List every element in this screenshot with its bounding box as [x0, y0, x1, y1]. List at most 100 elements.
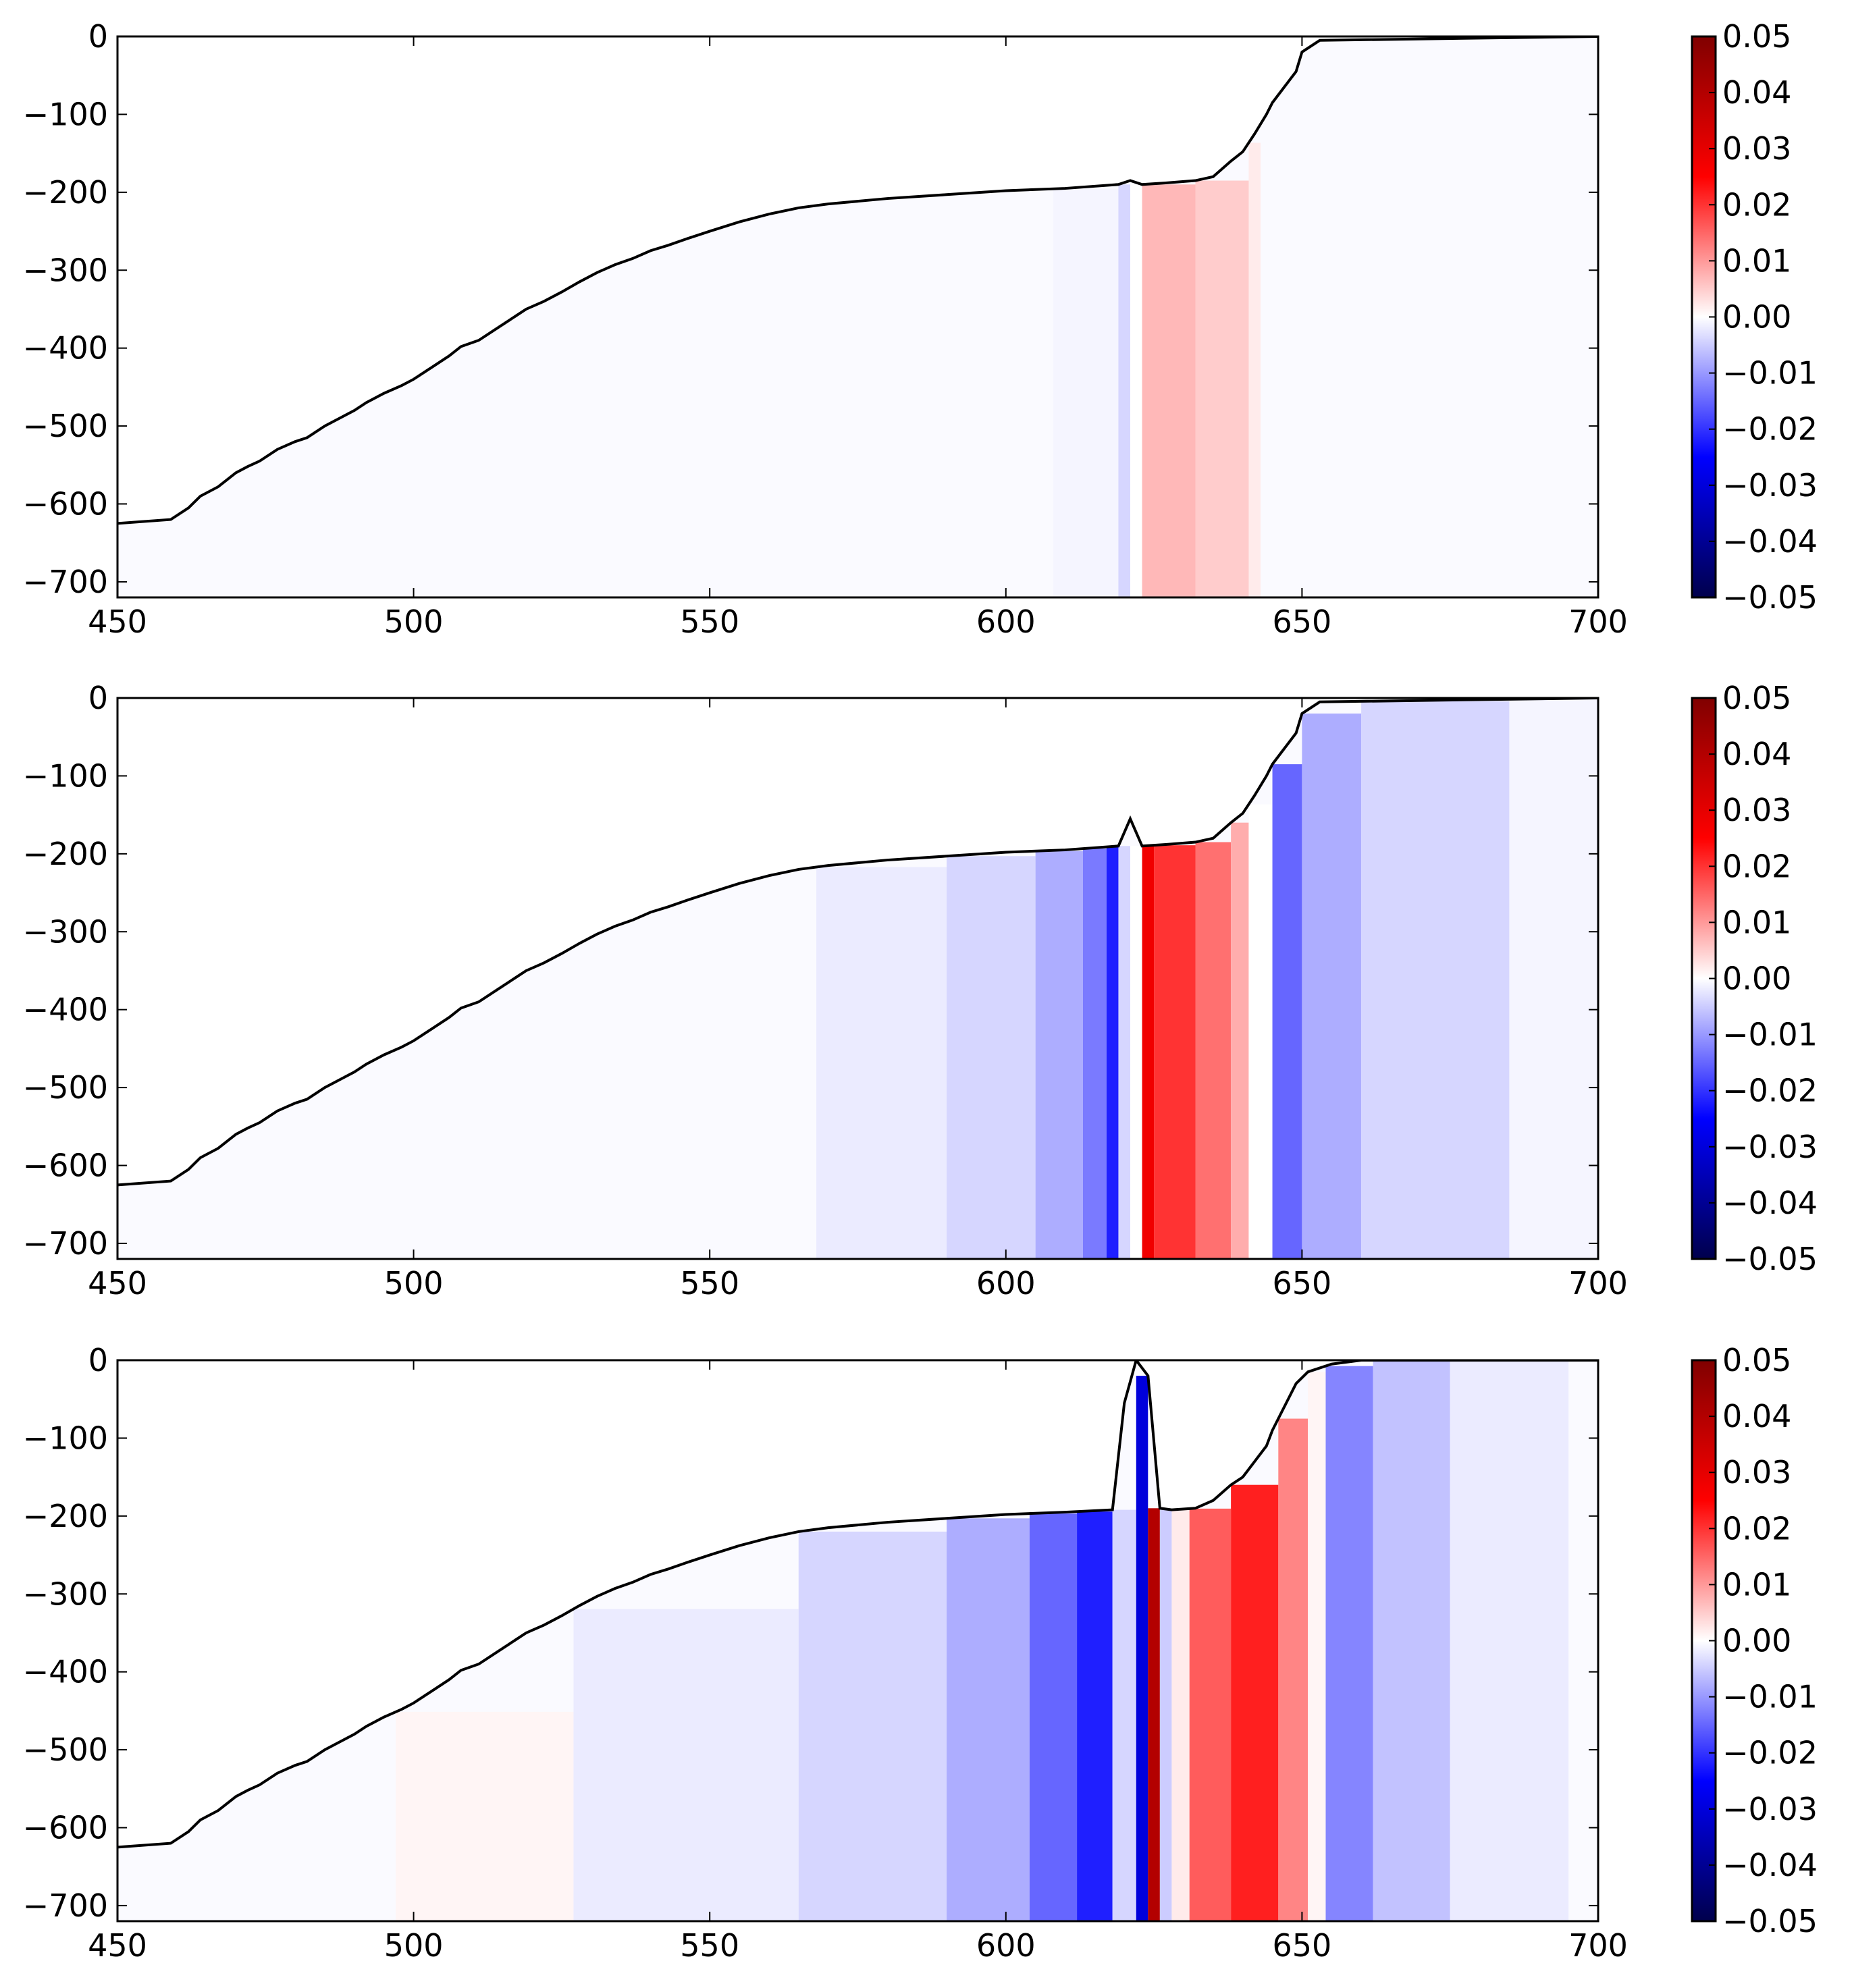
colorbar-tick-label: −0.03 — [1722, 1129, 1818, 1165]
field-band — [816, 867, 947, 1259]
x-tick-label: 550 — [680, 603, 739, 640]
x-tick-label: 500 — [384, 603, 444, 640]
y-tick-label: −400 — [23, 992, 108, 1028]
y-tick-label: −200 — [23, 836, 108, 872]
field-band — [1195, 180, 1249, 597]
colorbar-tick-label: −0.03 — [1722, 467, 1818, 504]
field-band — [396, 1711, 574, 1921]
field-band — [1159, 1509, 1172, 1921]
colorbar-tick-label: 0.02 — [1722, 186, 1791, 223]
y-tick-label: −500 — [23, 1069, 108, 1106]
field-band — [1035, 851, 1083, 1259]
y-tick-label: −100 — [23, 96, 108, 132]
colorbar-tick-label: 0.02 — [1722, 1510, 1791, 1547]
y-tick-label: −300 — [23, 252, 108, 288]
axes-frame — [116, 1359, 1599, 1923]
panel-2: 450 500 550 600 650 700 0 −100 −200 −300 −400 −500 −… — [23, 680, 1818, 1301]
colorbar-tick-label: 0.05 — [1722, 1342, 1791, 1378]
field-band — [947, 1518, 1030, 1921]
field-band — [1154, 845, 1196, 1259]
field-band — [1373, 1360, 1450, 1921]
field-band — [1248, 804, 1273, 1259]
colorbar-tick-label: 0.01 — [1722, 904, 1791, 940]
colorbar-tick-label: −0.05 — [1722, 1903, 1818, 1939]
axes-frame — [116, 35, 1599, 599]
bathymetry-line — [117, 1360, 1598, 1849]
colorbar-tick-label: 0.05 — [1722, 18, 1791, 55]
colorbar-tick-label: 0.01 — [1722, 242, 1791, 279]
field-band — [1112, 1509, 1136, 1921]
x-tick-label: 550 — [680, 1265, 739, 1301]
field-band — [1308, 1372, 1326, 1921]
x-tick-label: 600 — [976, 603, 1036, 640]
y-tick-label: −400 — [23, 1654, 108, 1690]
x-tick-label: 450 — [88, 603, 147, 640]
colorbar-tick-label: 0.01 — [1722, 1566, 1791, 1603]
y-tick-label: −200 — [23, 1498, 108, 1534]
field-band — [1136, 1376, 1148, 1921]
colorbar-tick-label: −0.01 — [1722, 1679, 1818, 1715]
bathymetry-line — [117, 698, 1598, 1187]
colorbar-tick-label: −0.05 — [1722, 1241, 1818, 1277]
panel-3: 450 500 550 600 650 700 0 −100 −200 −300 −400 −500 −… — [23, 1342, 1818, 1964]
field-band — [1325, 1366, 1373, 1921]
x-tick-label: 700 — [1568, 1265, 1628, 1301]
field-band — [947, 856, 1036, 1259]
field-band — [1248, 142, 1261, 597]
field-band — [1130, 846, 1142, 1259]
y-tick-label: 0 — [88, 18, 108, 55]
field-band — [1106, 847, 1119, 1259]
colorbar-tick-label: −0.02 — [1722, 1073, 1818, 1109]
x-tick-label: 550 — [680, 1927, 739, 1964]
colorbar-tick-label: −0.04 — [1722, 1185, 1818, 1221]
field-band — [1082, 849, 1107, 1259]
colorbar-tick-label: 0.04 — [1722, 736, 1791, 772]
bathymetry-line — [117, 36, 1598, 525]
x-tick-label: 500 — [384, 1265, 444, 1301]
colorbar-tick-label: 0.00 — [1722, 299, 1791, 335]
field-band — [1142, 846, 1155, 1259]
y-tick-label: −600 — [23, 1148, 108, 1184]
y-tick-label: −700 — [23, 1225, 108, 1262]
colorbar-tick-label: −0.05 — [1722, 579, 1818, 616]
y-tick-label: −500 — [23, 408, 108, 444]
field-band — [1278, 1418, 1308, 1921]
field-band — [798, 1531, 947, 1921]
x-tick-label: 650 — [1272, 1265, 1331, 1301]
colorbar-tick-label: 0.03 — [1722, 792, 1791, 828]
field-band — [1189, 1508, 1232, 1921]
field-band — [1142, 184, 1196, 597]
field-band — [1272, 764, 1302, 1259]
x-tick-label: 500 — [384, 1927, 444, 1964]
y-tick-label: −200 — [23, 174, 108, 211]
colorbar-tick-label: −0.02 — [1722, 1735, 1818, 1771]
colorbar-tick-label: −0.03 — [1722, 1791, 1818, 1827]
field-band — [1302, 714, 1362, 1259]
field-band — [1130, 184, 1142, 597]
y-tick-label: 0 — [88, 1342, 108, 1378]
x-tick-label: 700 — [1568, 1927, 1628, 1964]
y-tick-label: −400 — [23, 330, 108, 367]
colorbar-tick-label: 0.05 — [1722, 680, 1791, 716]
colorbar-tick-label: −0.04 — [1722, 1847, 1818, 1883]
y-tick-label: −300 — [23, 1576, 108, 1612]
y-tick-label: −700 — [23, 564, 108, 600]
y-tick-label: −600 — [23, 1810, 108, 1846]
field-band — [1195, 842, 1232, 1259]
colorbar-tick-label: −0.04 — [1722, 523, 1818, 560]
colorbar-tick-label: 0.00 — [1722, 1623, 1791, 1659]
field-band — [1231, 1484, 1279, 1921]
field-band — [1509, 699, 1598, 1259]
field-band — [1029, 1513, 1078, 1921]
x-tick-label: 450 — [88, 1927, 147, 1964]
field-band — [1077, 1511, 1113, 1921]
y-tick-label: −500 — [23, 1731, 108, 1768]
x-tick-label: 600 — [976, 1927, 1036, 1964]
y-tick-label: −100 — [23, 757, 108, 794]
y-tick-label: −100 — [23, 1420, 108, 1456]
field-band — [1053, 188, 1119, 597]
colorbar-tick-label: −0.02 — [1722, 411, 1818, 448]
field-band — [1450, 1360, 1569, 1921]
x-tick-label: 600 — [976, 1265, 1036, 1301]
